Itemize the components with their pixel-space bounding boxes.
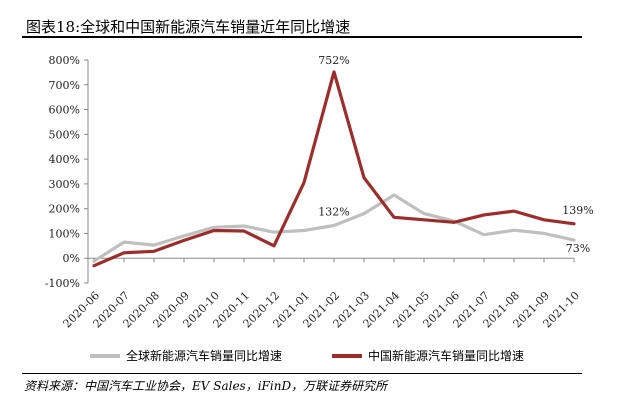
series-line-global bbox=[92, 193, 576, 263]
legend-label-global: 全球新能源汽车销量同比增速 bbox=[126, 348, 282, 363]
point-label: 139% bbox=[562, 204, 593, 217]
y-tick-label: 600% bbox=[49, 104, 80, 117]
y-tick-label: 500% bbox=[49, 128, 80, 141]
source-divider bbox=[22, 373, 582, 374]
y-tick-label: 700% bbox=[49, 79, 80, 92]
chart-series bbox=[92, 70, 576, 268]
point-label: 73% bbox=[566, 242, 590, 255]
chart-axes: -100%0%100%200%300%400%500%600%700%800%2… bbox=[45, 54, 582, 330]
figure-title-bar bbox=[22, 12, 582, 38]
y-tick-label: 100% bbox=[49, 227, 80, 240]
y-tick-label: 800% bbox=[49, 54, 80, 67]
chart-point-labels: 752% 132% 139% 73% bbox=[318, 54, 593, 255]
y-tick-label: 400% bbox=[49, 153, 80, 166]
point-label: 752% bbox=[318, 54, 349, 67]
figure-title: 图表18:全球和中国新能源汽车销量近年同比增速 bbox=[26, 18, 351, 36]
point-label: 132% bbox=[318, 206, 349, 219]
y-tick-label: 300% bbox=[49, 178, 80, 191]
chart-legend: 全球新能源汽车销量同比增速 中国新能源汽车销量同比增速 bbox=[90, 348, 524, 363]
source-note: 资料来源：中国汽车工业协会，EV Sales，iFinD，万联证券研究所 bbox=[24, 379, 388, 393]
series-line-china bbox=[92, 70, 576, 268]
y-tick-label: -100% bbox=[45, 277, 80, 290]
y-tick-label: 0% bbox=[63, 252, 80, 265]
legend-label-china: 中国新能源汽车销量同比增速 bbox=[368, 348, 524, 363]
y-tick-label: 200% bbox=[49, 203, 80, 216]
